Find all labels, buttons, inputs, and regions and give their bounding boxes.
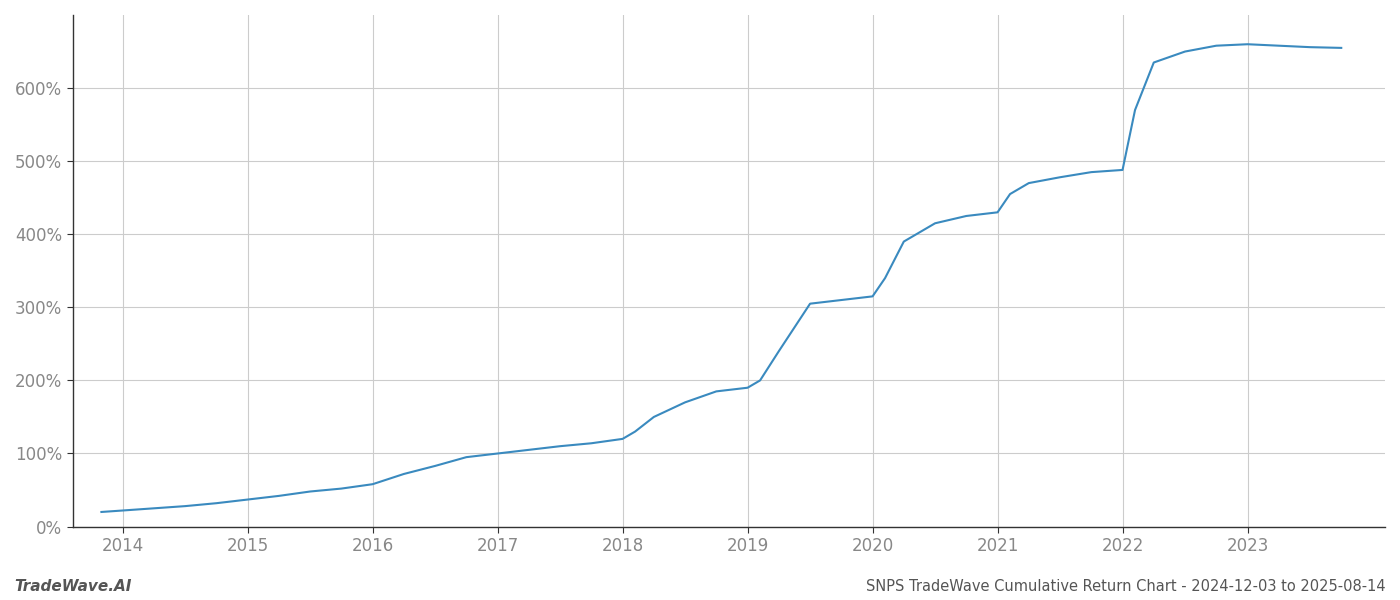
Text: TradeWave.AI: TradeWave.AI bbox=[14, 579, 132, 594]
Text: SNPS TradeWave Cumulative Return Chart - 2024-12-03 to 2025-08-14: SNPS TradeWave Cumulative Return Chart -… bbox=[867, 579, 1386, 594]
